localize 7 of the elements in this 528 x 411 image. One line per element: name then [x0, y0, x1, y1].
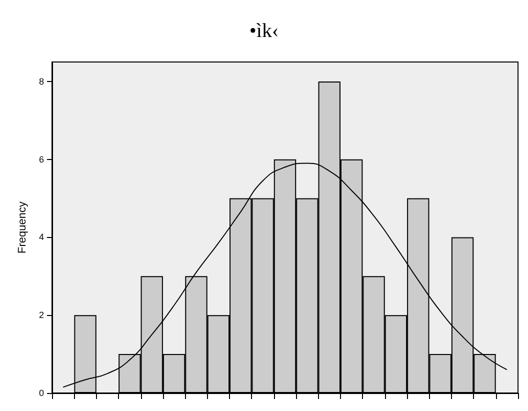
y-tick-label: 4	[38, 232, 44, 242]
y-tick-label: 0	[38, 388, 44, 398]
y-tick-label: 2	[38, 310, 44, 320]
y-axis-title: Frequency	[16, 201, 28, 254]
chart-title: •ìk‹	[249, 20, 279, 42]
y-tick-label: 8	[38, 76, 44, 86]
y-tick-label: 6	[38, 154, 44, 164]
